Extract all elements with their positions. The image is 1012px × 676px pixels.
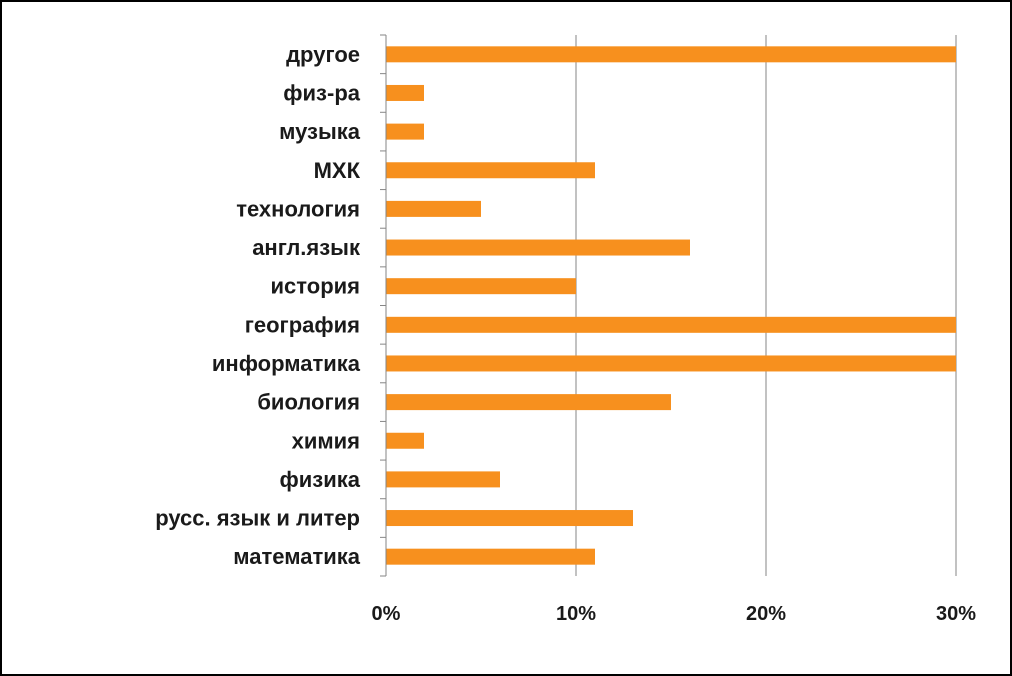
axes	[380, 34, 387, 577]
bar-12	[386, 471, 500, 488]
category-label: англ.язык	[252, 235, 361, 260]
x-tick-label: 20%	[746, 603, 786, 625]
category-label: технология	[236, 196, 360, 221]
bar-2	[386, 84, 424, 101]
gridlines	[575, 35, 957, 576]
bar-11	[386, 432, 424, 449]
x-tick-label: 10%	[556, 603, 596, 625]
category-label: другое	[286, 42, 360, 67]
bar-3	[386, 123, 424, 140]
bar-14	[386, 548, 595, 565]
category-label: информатика	[212, 351, 361, 376]
category-label: математика	[233, 544, 360, 569]
category-label: физика	[280, 467, 361, 492]
bar-4	[386, 162, 595, 179]
category-label: МХК	[314, 158, 361, 183]
bar-7	[386, 278, 576, 295]
bar-9	[386, 355, 956, 372]
category-label: биология	[257, 390, 360, 415]
category-label: химия	[292, 428, 360, 453]
category-label: русс. язык и литер	[155, 506, 360, 531]
category-label: музыка	[279, 119, 361, 144]
bar-6	[386, 239, 690, 256]
bars	[386, 46, 956, 565]
category-label: география	[245, 312, 360, 337]
bar-10	[386, 394, 671, 411]
category-labels: другое физ-ра музыка МХК технология англ.язык…	[155, 42, 361, 569]
bar-5	[386, 200, 481, 217]
bar-13	[386, 510, 633, 527]
bar-1	[386, 46, 956, 63]
x-tick-labels: 0% 10% 20% 30%	[372, 603, 977, 625]
x-tick-label: 0%	[372, 603, 401, 625]
x-tick-label: 30%	[936, 603, 976, 625]
category-label: история	[271, 274, 360, 299]
bar-8	[386, 316, 956, 333]
category-label: физ-ра	[283, 80, 360, 105]
